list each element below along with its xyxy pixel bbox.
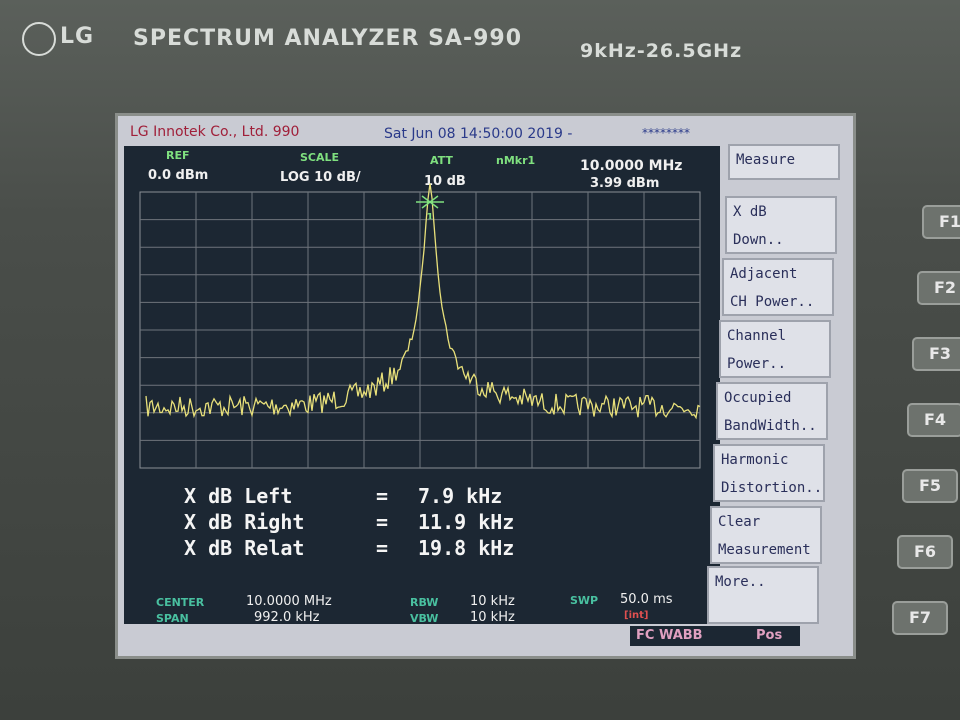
result-label: X dB Right [184, 510, 305, 534]
status-pos: Pos [756, 628, 783, 643]
softkey-line: Measure [736, 152, 796, 168]
span-value: 992.0 kHz [254, 610, 320, 625]
logo-circle [22, 22, 56, 56]
marker-freq: 10.0000 MHz [580, 158, 683, 174]
result-eq: = [376, 510, 389, 534]
result-value: 19.8 kHz [418, 536, 515, 560]
range: 9kHz-26.5GHz [580, 40, 743, 62]
softkey-line: CH Power.. [730, 294, 815, 310]
softkey-line: Channel [727, 328, 787, 344]
center-value: 10.0000 MHz [246, 594, 332, 609]
function-key[interactable]: F2 [917, 271, 960, 305]
function-key[interactable]: F5 [902, 469, 958, 503]
status-bar: FC WABB Pos [630, 626, 800, 646]
swp-label: SWP [570, 594, 599, 607]
logo: LG [60, 24, 95, 49]
company: LG Innotek Co., Ltd. 990 [130, 124, 300, 140]
softkey-line: Harmonic [721, 452, 789, 468]
result-eq: = [376, 484, 389, 508]
result-eq: = [376, 536, 389, 560]
screen: LG Innotek Co., Ltd. 990 Sat Jun 08 14:5… [115, 113, 856, 659]
marker-number: 1 [427, 212, 434, 223]
softkey[interactable]: Adjacent CH Power.. [722, 258, 834, 316]
function-key[interactable]: F3 [912, 337, 960, 371]
result-value: 7.9 kHz [418, 484, 503, 508]
softkey-line: Down.. [733, 232, 784, 248]
marker-symbol [416, 195, 444, 209]
softkey-line: Power.. [727, 356, 787, 372]
result-value: 11.9 kHz [418, 510, 515, 534]
softkey-line: X dB [733, 204, 767, 220]
softkey[interactable]: Occupied BandWidth.. [716, 382, 828, 440]
result-label: X dB Left [184, 484, 293, 508]
softkey[interactable]: Measure [728, 144, 840, 180]
function-key[interactable]: F7 [892, 601, 948, 635]
softkey-line: Adjacent [730, 266, 798, 282]
softkey[interactable]: More.. [707, 566, 819, 624]
marker-label: nMkr1 [496, 154, 536, 167]
scale-value: LOG 10 dB/ [280, 170, 361, 185]
swp-value: 50.0 ms [620, 592, 673, 607]
softkey-line: Measurement [718, 542, 811, 558]
function-key[interactable]: F1 [922, 205, 960, 239]
softkey[interactable]: Channel Power.. [719, 320, 831, 378]
model: SPECTRUM ANALYZER SA-990 [133, 26, 522, 51]
stars: ******** [642, 126, 690, 140]
softkey-line: Distortion.. [721, 480, 823, 496]
softkey-line: Clear [718, 514, 761, 530]
ref-label: REF [166, 149, 190, 162]
softkey[interactable]: Harmonic Distortion.. [713, 444, 825, 502]
softkey[interactable]: Clear Measurement [710, 506, 822, 564]
marker-level: 3.99 dBm [590, 176, 660, 191]
softkey[interactable]: X dB Down.. [725, 196, 837, 254]
trace [145, 183, 701, 420]
function-key[interactable]: F6 [897, 535, 953, 569]
vbw-label: VBW [410, 612, 439, 625]
display: REF 0.0 dBm SCALE LOG 10 dB/ ATT 10 dB n… [124, 146, 720, 625]
rbw-label: RBW [410, 596, 439, 609]
swp-mode: [int] [624, 610, 649, 621]
status-mode: FC WABB [636, 628, 703, 643]
softkey-line: More.. [715, 574, 766, 590]
result-label: X dB Relat [184, 536, 305, 560]
plot: 1 [139, 183, 701, 469]
function-key[interactable]: F4 [907, 403, 960, 437]
ref-value: 0.0 dBm [148, 168, 209, 183]
scale-label: SCALE [300, 151, 340, 164]
softkey-line: Occupied [724, 390, 792, 406]
span-label: SPAN [156, 612, 189, 625]
center-label: CENTER [156, 596, 205, 609]
rbw-value: 10 kHz [470, 594, 515, 609]
softkey-line: BandWidth.. [724, 418, 817, 434]
att-label: ATT [430, 154, 453, 167]
vbw-value: 10 kHz [470, 610, 515, 625]
datetime: Sat Jun 08 14:50:00 2019 - [384, 126, 573, 142]
att-value: 10 dB [424, 174, 466, 189]
